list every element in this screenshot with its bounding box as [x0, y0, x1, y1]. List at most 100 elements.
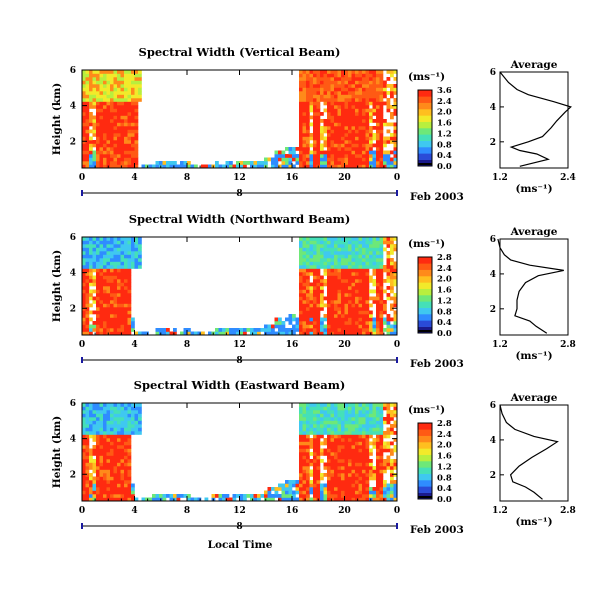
- heatmap-cell: [316, 293, 321, 297]
- heatmap-cell: [306, 73, 310, 78]
- heatmap-cell: [299, 115, 303, 120]
- heatmap-cell: [323, 244, 328, 248]
- heatmap-cell: [379, 431, 384, 435]
- heatmap-cell: [299, 417, 303, 421]
- heatmap-cell: [344, 157, 349, 162]
- colorbar-tick-label: 0.8: [437, 307, 452, 317]
- heatmap-cell: [103, 314, 107, 318]
- heatmap-cell: [313, 324, 317, 329]
- heatmap-cell: [393, 459, 398, 463]
- heatmap-cell: [246, 328, 251, 332]
- heatmap-cell: [89, 98, 93, 102]
- heatmap-cell: [355, 119, 359, 123]
- heatmap-cell: [299, 438, 303, 442]
- heatmap-cell: [316, 254, 321, 259]
- heatmap-cell: [124, 94, 128, 99]
- heatmap-cell: [85, 303, 90, 308]
- heatmap-cell: [320, 473, 324, 477]
- heatmap-cell: [365, 129, 370, 134]
- heatmap-cell: [124, 420, 128, 425]
- day-tick-label: 8: [236, 189, 242, 199]
- heatmap-cell: [379, 164, 384, 169]
- heatmap-cell: [82, 275, 86, 280]
- heatmap-cell: [85, 147, 90, 151]
- heatmap-cell: [323, 317, 328, 322]
- heatmap-cell: [89, 275, 93, 280]
- heatmap-cell: [103, 410, 107, 414]
- heatmap-cell: [99, 98, 104, 102]
- heatmap-cell: [96, 413, 100, 418]
- heatmap-cell: [302, 147, 307, 151]
- heatmap-cell: [330, 286, 335, 290]
- heatmap-cell: [376, 466, 380, 470]
- heatmap-cell: [110, 497, 114, 502]
- heatmap-cell: [362, 94, 366, 99]
- heatmap-cell: [313, 331, 317, 336]
- heatmap-cell: [351, 105, 356, 109]
- heatmap-cell: [337, 490, 342, 495]
- heatmap-cell: [124, 80, 128, 85]
- heatmap-cell: [117, 87, 121, 92]
- heatmap-cell: [309, 403, 314, 407]
- heatmap-cell: [89, 279, 93, 283]
- heatmap-cell: [334, 237, 338, 241]
- heatmap-cell: [358, 247, 363, 252]
- heatmap-cell: [113, 455, 118, 460]
- heatmap-cell: [369, 147, 373, 151]
- colorbar-segment: [418, 257, 432, 264]
- heatmap-cell: [89, 157, 93, 162]
- heatmap-cell: [113, 268, 118, 273]
- heatmap-cell: [369, 161, 373, 165]
- heatmap-cell: [386, 254, 391, 259]
- heatmap-cell: [306, 296, 310, 301]
- heatmap-cell: [376, 413, 380, 418]
- heatmap-cell: [337, 310, 342, 315]
- heatmap-cell: [334, 261, 338, 266]
- heatmap-cell: [110, 237, 114, 241]
- heatmap-cell: [386, 275, 391, 280]
- heatmap-cell: [316, 240, 321, 245]
- heatmap-cell: [323, 258, 328, 262]
- heatmap-cell: [138, 244, 142, 248]
- heatmap-cell: [330, 455, 335, 460]
- heatmap-cell: [337, 410, 342, 414]
- heatmap-cell: [257, 328, 261, 332]
- heatmap-cell: [316, 275, 321, 280]
- heatmap-cell: [166, 328, 170, 332]
- heatmap-cell: [138, 403, 142, 407]
- heatmap-cell: [120, 434, 125, 439]
- heatmap-cell: [89, 490, 93, 495]
- heatmap-cell: [306, 490, 310, 495]
- heatmap-cell: [92, 300, 97, 304]
- heatmap-cell: [376, 282, 380, 287]
- heatmap-cell: [306, 126, 310, 130]
- heatmap-cell: [376, 80, 380, 85]
- heatmap-cell: [379, 261, 384, 266]
- heatmap-cell: [89, 434, 93, 439]
- heatmap-cell: [330, 98, 335, 102]
- heatmap-cell: [313, 303, 317, 308]
- heatmap-cell: [362, 119, 366, 123]
- heatmap-cell: [355, 413, 359, 418]
- heatmap-cell: [131, 424, 135, 428]
- heatmap-cell: [120, 490, 125, 495]
- heatmap-cell: [358, 258, 363, 262]
- heatmap-cell: [110, 331, 114, 336]
- heatmap-cell: [362, 286, 366, 290]
- heatmap-cell: [278, 157, 282, 162]
- heatmap-cell: [390, 289, 394, 294]
- heatmap-cell: [99, 84, 104, 88]
- heatmap-cell: [327, 98, 331, 102]
- heatmap-cell: [348, 164, 352, 169]
- heatmap-cell: [337, 140, 342, 144]
- heatmap-cell: [306, 282, 310, 287]
- heatmap-cell: [358, 98, 363, 102]
- heatmap-cell: [82, 286, 86, 290]
- heatmap-cell: [355, 112, 359, 116]
- heatmap-cell: [306, 307, 310, 311]
- heatmap-cell: [131, 403, 135, 407]
- heatmap-cell: [117, 314, 121, 318]
- heatmap-cell: [355, 417, 359, 421]
- heatmap-cell: [337, 452, 342, 456]
- heatmap-cell: [229, 497, 233, 502]
